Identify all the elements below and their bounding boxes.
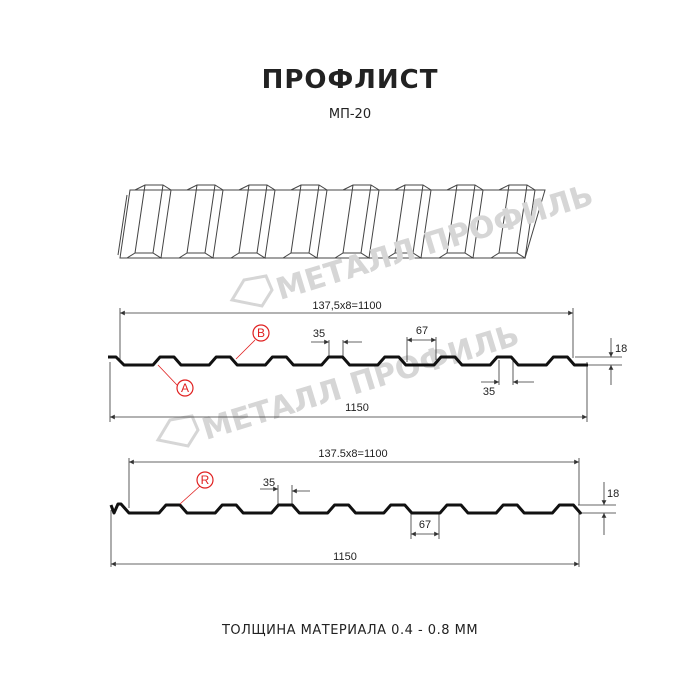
sheet-rib-line	[186, 184, 198, 254]
marker-r	[196, 471, 214, 489]
marker-b-label: B	[257, 326, 265, 340]
sheet-rib-line	[126, 184, 172, 259]
page-subtitle: МП-20	[329, 107, 371, 122]
sheet-rib-line	[152, 184, 164, 254]
sheet-rib-line	[464, 184, 476, 254]
sheet-rib-line	[516, 184, 528, 254]
material-thickness: ТОЛЩИНА МАТЕРИАЛА 0.4 - 0.8 ММ	[221, 623, 478, 638]
total-width-dimension: 1150	[333, 551, 357, 563]
profile-section-r: 137.5x8=1100 1150 35 67 18 R	[109, 448, 619, 567]
sheet-rib-line	[438, 184, 484, 259]
rib-top-dimension: 35	[263, 477, 275, 489]
marker-a	[176, 379, 194, 397]
sheet-rib-line	[134, 184, 146, 254]
sheet-rib-line	[178, 184, 224, 259]
watermark-text: МЕТАЛЛ ПРОФИЛЬ	[198, 318, 523, 448]
sheet-rib-line	[386, 184, 432, 259]
rib-gap-dimension: 67	[416, 325, 428, 337]
total-width-dimension: 1150	[345, 402, 369, 414]
sheet-rib-line	[117, 194, 128, 256]
height-dimension: 18	[615, 343, 627, 355]
sheet-rib-line	[342, 184, 354, 254]
marker-b	[252, 324, 270, 342]
sheet-rib-line	[334, 184, 380, 259]
span-dimension: 137,5x8=1100	[312, 300, 381, 312]
rib-gap-dimension: 67	[419, 519, 431, 531]
profile-section-a: 137,5x8=1100 1150 35 67 35 18 A B	[108, 300, 627, 422]
span-dimension: 137.5x8=1100	[318, 448, 387, 460]
sheet-rib-line	[282, 184, 328, 259]
profile-line	[108, 355, 588, 367]
profile-line	[109, 502, 582, 515]
marker-r-label: R	[201, 473, 210, 487]
sheet-rib-line	[498, 184, 510, 254]
sheet-rib-line	[204, 184, 216, 254]
watermark-logo: МЕТАЛЛ ПРОФИЛЬ	[155, 318, 523, 448]
sheet-rib-line	[394, 184, 406, 254]
sheet-rib-line	[230, 184, 276, 259]
rib-top-dimension: 35	[313, 328, 325, 340]
sheet-rib-line	[308, 184, 320, 254]
sheet-rib-line	[446, 184, 458, 254]
sheet-rib-line	[256, 184, 268, 254]
marker-a-label: A	[181, 381, 189, 395]
watermark-logo: МЕТАЛЛ ПРОФИЛЬ	[229, 178, 597, 308]
sheet-3d-illustration	[117, 184, 546, 259]
height-dimension: 18	[607, 488, 619, 500]
sheet-rib-line	[490, 184, 536, 259]
watermark-text: МЕТАЛЛ ПРОФИЛЬ	[272, 178, 597, 308]
sheet-rib-line	[238, 184, 250, 254]
sheet-rib-line	[412, 184, 424, 254]
page-title: ПРОФЛИСТ	[262, 65, 439, 95]
sheet-rib-line	[360, 184, 372, 254]
sheet-rib-line	[290, 184, 302, 254]
rib-bottom-dimension: 35	[483, 386, 495, 398]
